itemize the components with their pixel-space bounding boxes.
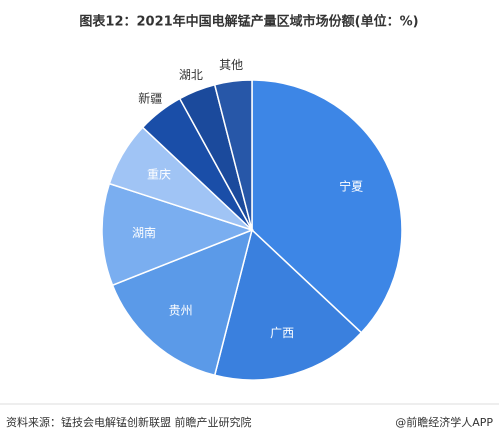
credit: @前瞻经济学人APP bbox=[395, 415, 493, 429]
slice-label: 其他 bbox=[219, 58, 243, 72]
slice-label: 湖南 bbox=[132, 225, 156, 240]
pie-slice bbox=[111, 228, 254, 377]
pie-slice bbox=[101, 182, 255, 287]
slice-label: 宁夏 bbox=[339, 179, 363, 194]
pie-slice bbox=[251, 79, 403, 334]
chart-title: 图表12：2021年中国电解锰产量区域市场份额(单位：%) bbox=[79, 14, 418, 30]
slice-label: 湖北 bbox=[179, 67, 203, 82]
slice-label: 贵州 bbox=[169, 304, 193, 318]
slice-label: 重庆 bbox=[147, 168, 171, 182]
pie-slice bbox=[213, 79, 253, 231]
source: 资料来源：锰技会电解锰创新联盟 前瞻产业研究院 bbox=[6, 415, 252, 429]
slice-label: 新疆 bbox=[138, 90, 162, 105]
slice-label: 广西 bbox=[270, 326, 294, 340]
pie-slice bbox=[213, 228, 363, 381]
